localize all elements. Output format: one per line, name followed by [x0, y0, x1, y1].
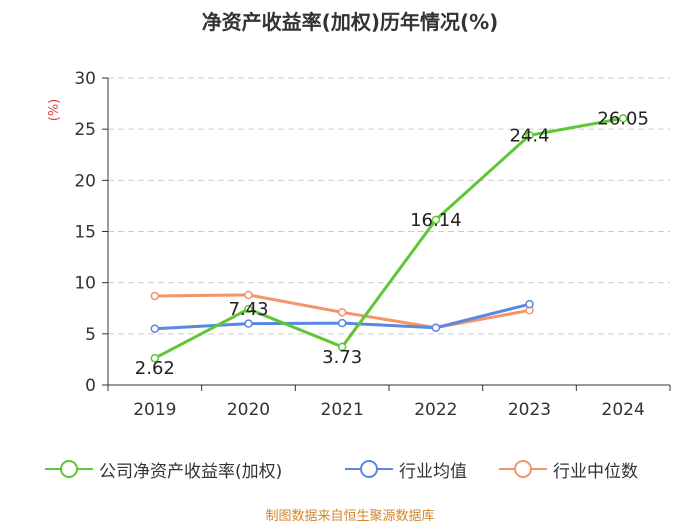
- data-labels: 2.62 7.43 3.73 16.14 24.4 26.05: [135, 108, 649, 379]
- series-points: [150, 114, 628, 363]
- data-label: 26.05: [597, 108, 649, 129]
- data-point: [244, 290, 253, 300]
- data-point: [244, 304, 253, 314]
- data-label: 2.62: [135, 358, 175, 379]
- data-point: [150, 353, 160, 363]
- x-tick-label: 2021: [321, 400, 364, 420]
- x-tick-label: 2024: [602, 400, 645, 420]
- legend-line-circle-icon: [345, 460, 393, 478]
- source-note: 制图数据来自恒生聚源数据库: [265, 509, 435, 524]
- data-point: [525, 131, 534, 140]
- data-point: [244, 319, 253, 328]
- series-lines: [154, 116, 624, 360]
- y-axis-label: (%): [47, 99, 62, 122]
- data-point: [431, 323, 441, 332]
- x-tick-label: 2019: [133, 400, 176, 420]
- y-tick-label: 0: [85, 376, 96, 396]
- data-point: [337, 308, 347, 317]
- legend-line-circle-icon: [499, 460, 547, 478]
- x-tick-label: 2023: [508, 400, 551, 420]
- data-label: 7.43: [228, 299, 268, 320]
- y-tick-labels: 0 5 10 15 20 25 30: [74, 69, 96, 396]
- legend-label: 行业中位数: [553, 461, 638, 482]
- y-tick-label: 30: [74, 69, 96, 89]
- legend-item-2[interactable]: 行业中位数: [499, 455, 638, 483]
- data-point: [431, 215, 441, 225]
- axes: [102, 77, 671, 391]
- x-tick-labels: 2019 2020 2021 2022 2023 2024: [133, 400, 645, 420]
- y-tick-label: 10: [74, 274, 96, 294]
- data-label: 24.4: [509, 125, 549, 146]
- data-point: [618, 114, 628, 123]
- legend-label: 行业均值: [399, 461, 467, 482]
- data-point: [525, 299, 534, 309]
- legend-item-1[interactable]: 行业均值: [345, 455, 467, 483]
- chart-title: 净资产收益率(加权)历年情况(%): [201, 10, 499, 34]
- x-tick-label: 2020: [227, 400, 270, 420]
- legend-line-circle-icon: [45, 460, 93, 478]
- data-label: 3.73: [322, 347, 362, 368]
- y-tick-label: 25: [74, 120, 96, 140]
- data-point: [150, 291, 160, 301]
- series-line-0: [154, 116, 624, 360]
- legend-item-0[interactable]: 公司净资产收益率(加权): [45, 455, 282, 483]
- data-point: [150, 324, 160, 333]
- x-tick-label: 2022: [414, 400, 457, 420]
- data-label: 16.14: [410, 210, 462, 231]
- data-point: [337, 318, 347, 328]
- y-tick-label: 20: [74, 171, 96, 191]
- y-tick-label: 15: [74, 223, 96, 243]
- data-point: [337, 342, 347, 352]
- y-tick-label: 5: [85, 325, 96, 345]
- legend-label: 公司净资产收益率(加权): [99, 461, 283, 482]
